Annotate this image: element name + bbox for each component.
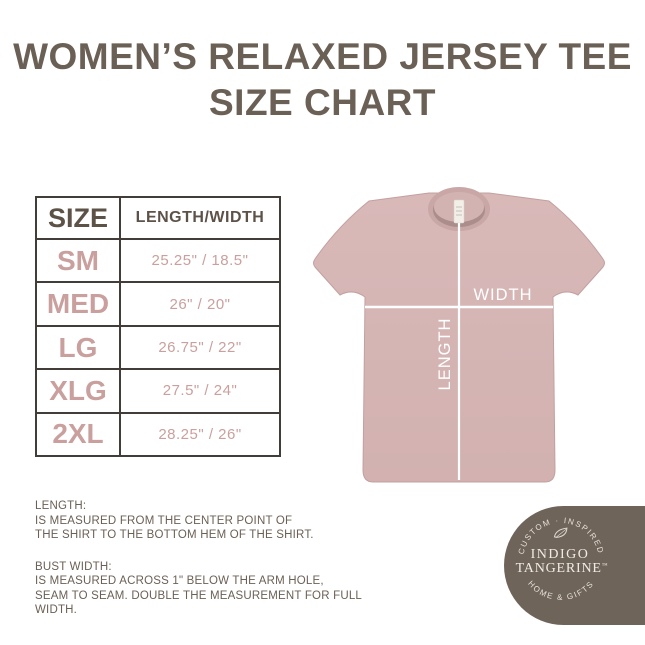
logo-badge-shape (504, 506, 645, 625)
measurement-cell: 26" / 20" (119, 281, 281, 327)
table-row-xlg: XLG 27.5" / 24" (35, 368, 281, 414)
length-note-line: IS MEASURED FROM THE CENTER POINT OF (35, 514, 293, 527)
size-column-header: SIZE (35, 195, 121, 241)
length-note-heading: LENGTH: (35, 500, 87, 512)
measurement-cell: 25.25" / 18.5" (119, 238, 281, 284)
length-label: LENGTH (436, 318, 454, 391)
logo-name-line2: TANGERINE™ (516, 561, 609, 576)
size-cell: LG (35, 324, 121, 371)
bust-note-line: SEAM TO SEAM. DOUBLE THE MEASUREMENT FOR… (35, 589, 362, 617)
length-width-column-header: LENGTH/WIDTH (119, 195, 281, 241)
trademark-symbol: ™ (602, 563, 609, 569)
length-note: LENGTH: IS MEASURED FROM THE CENTER POIN… (35, 499, 365, 543)
measurement-cell: 28.25" / 26" (119, 411, 281, 458)
leaf-icon (553, 527, 568, 538)
length-note-line: THE SHIRT TO THE BOTTOM HEM OF THE SHIRT… (35, 529, 314, 541)
bust-width-note: BUST WIDTH: IS MEASURED ACROSS 1" BELOW … (35, 560, 365, 618)
measurement-cell: 27.5" / 24" (119, 368, 281, 414)
logo-name-line2-text: TANGERINE (516, 561, 602, 576)
page-title: WOMEN’S RELAXED JERSEY TEE SIZE CHART (0, 34, 645, 126)
measurement-cell: 26.75" / 22" (119, 324, 281, 371)
page-title-line1: WOMEN’S RELAXED JERSEY TEE (13, 36, 632, 77)
measurement-notes: LENGTH: IS MEASURED FROM THE CENTER POIN… (35, 499, 365, 635)
tshirt-diagram: WIDTH LENGTH (313, 187, 605, 483)
neck-label (453, 199, 465, 224)
size-cell: XLG (35, 368, 121, 414)
table-row-med: MED 26" / 20" (35, 281, 281, 327)
size-cell: SM (35, 238, 121, 284)
size-cell: 2XL (35, 411, 121, 458)
page-title-line2: SIZE CHART (209, 82, 436, 123)
table-row-lg: LG 26.75" / 22" (35, 324, 281, 371)
table-row-sm: SM 25.25" / 18.5" (35, 238, 281, 284)
size-table-header-row: SIZE LENGTH/WIDTH (35, 195, 281, 241)
width-label: WIDTH (473, 286, 532, 304)
logo-name-line1: INDIGO (531, 547, 590, 562)
brand-logo: CUSTOM · INSPIRED INDIGO TANGERINE™ HOME… (504, 506, 645, 625)
neck-label-text-lines (456, 206, 462, 216)
size-table: SIZE LENGTH/WIDTH SM 25.25" / 18.5" MED … (35, 195, 281, 458)
size-cell: MED (35, 281, 121, 327)
table-row-2xl: 2XL 28.25" / 26" (35, 411, 281, 458)
bust-note-line: IS MEASURED ACROSS 1" BELOW THE ARM HOLE… (35, 575, 324, 587)
bust-note-heading: BUST WIDTH: (35, 560, 112, 573)
